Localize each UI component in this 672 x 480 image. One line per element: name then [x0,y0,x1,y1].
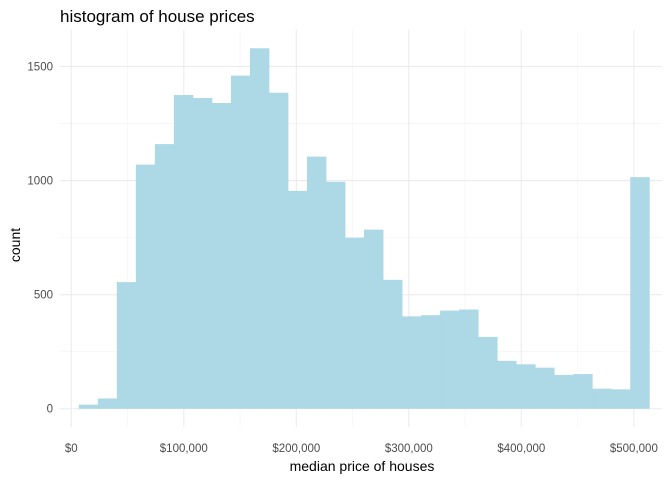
x-axis-ticks: $0 $100,000 $200,000 $300,000 $400,000 $500,0… [65,443,658,455]
y-axis-ticks: 0 500 1000 1500 [27,62,53,416]
histogram-bar [230,75,251,409]
histogram-bar [345,237,365,409]
y-tick-label: 0 [47,404,53,416]
histogram-bar [135,164,156,409]
histogram-bar [611,389,631,409]
x-tick-label: $100,000 [160,443,208,455]
histogram-bar [268,92,289,409]
histogram-bar [459,309,479,409]
histogram-bar [116,282,137,409]
histogram-bar [78,404,99,409]
x-tick-label: $200,000 [272,443,320,455]
histogram-bar [440,310,460,409]
x-tick-label: $0 [65,443,78,455]
histogram-bar [192,97,213,409]
histogram-bar [97,398,118,409]
histogram-bar [402,316,422,409]
y-tick-label: 500 [34,290,53,302]
histogram-bar [173,95,194,409]
histogram-bar [478,336,498,409]
x-axis-title: median price of houses [290,458,435,474]
histogram-bar [497,360,517,409]
histogram-bar [554,374,574,409]
y-tick-label: 1000 [27,176,53,188]
chart-title: histogram of house prices [60,7,255,26]
histogram-bar [383,279,403,409]
histogram-bar [421,315,441,409]
histogram-bar [573,374,593,409]
histogram-bar [326,181,346,409]
histogram-bar [306,156,327,409]
histogram-bar [535,367,555,409]
histogram-bar [211,103,232,409]
histogram-bar [364,229,384,409]
histogram-bar [516,364,536,409]
y-axis-title: count [7,228,23,262]
histogram-bar [287,190,308,409]
histogram-bar [630,177,650,409]
y-tick-label: 1500 [27,62,53,74]
histogram-bar [592,388,612,409]
histogram-bar [154,144,175,409]
histogram-bars [78,48,650,409]
x-tick-label: $400,000 [497,443,545,455]
x-tick-label: $500,000 [610,443,658,455]
histogram-bar [249,48,270,409]
x-tick-label: $300,000 [385,443,433,455]
